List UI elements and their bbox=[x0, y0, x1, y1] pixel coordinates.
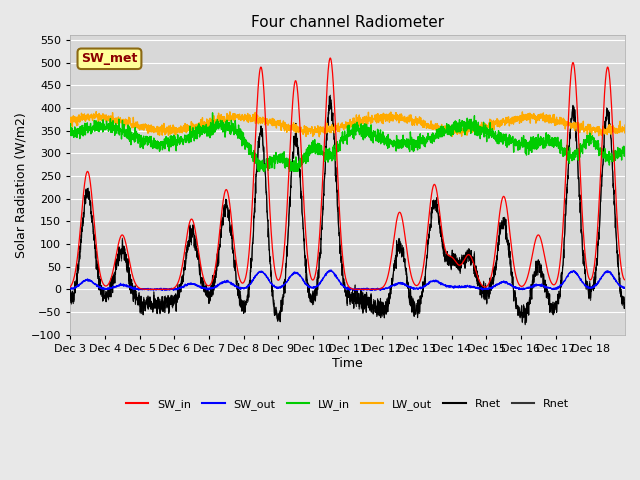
X-axis label: Time: Time bbox=[332, 357, 363, 370]
Legend: SW_in, SW_out, LW_in, LW_out, Rnet, Rnet: SW_in, SW_out, LW_in, LW_out, Rnet, Rnet bbox=[122, 394, 573, 414]
Text: SW_met: SW_met bbox=[81, 52, 138, 65]
Title: Four channel Radiometer: Four channel Radiometer bbox=[251, 15, 444, 30]
Y-axis label: Solar Radiation (W/m2): Solar Radiation (W/m2) bbox=[15, 112, 28, 258]
